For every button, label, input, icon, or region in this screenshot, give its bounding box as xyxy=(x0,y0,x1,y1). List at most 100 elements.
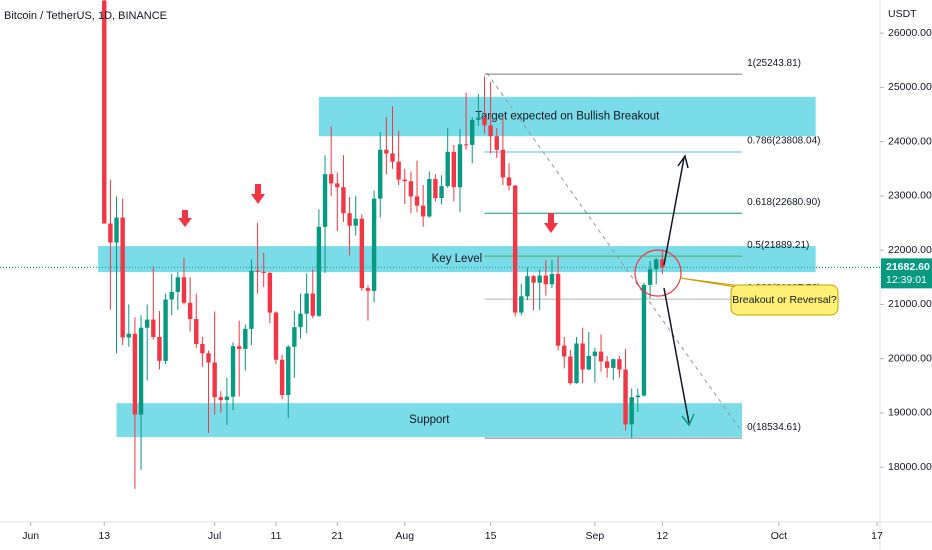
y-tick-label: 21000.00 xyxy=(888,298,932,310)
candle-body xyxy=(157,336,162,361)
candle-body xyxy=(623,369,628,425)
candle-body xyxy=(420,205,426,217)
candle-body xyxy=(102,0,107,224)
axes: 18000.00 19000.00 20000.00 21000.00 22000.00… xyxy=(0,27,932,542)
candle-body xyxy=(194,319,199,345)
candle-body xyxy=(218,397,223,400)
x-tick-label: 13 xyxy=(98,530,110,542)
candle-body xyxy=(463,144,469,146)
callout-text: Breakout or Reversal? xyxy=(732,294,837,306)
candle-body xyxy=(384,149,389,154)
candle-body xyxy=(519,296,524,313)
candle-body xyxy=(273,312,279,360)
candle-body xyxy=(126,333,131,338)
candle-body xyxy=(341,187,346,214)
candle-body xyxy=(310,293,315,316)
candle-body xyxy=(408,181,414,197)
candle-body xyxy=(132,333,138,415)
candle-body xyxy=(151,319,156,337)
candle-body xyxy=(206,353,211,363)
zone-label: Support xyxy=(409,414,450,426)
candle-body xyxy=(298,313,303,328)
y-tick-label: 24000.00 xyxy=(888,135,932,147)
candle-body xyxy=(359,218,365,289)
candle-body xyxy=(255,270,260,272)
highlight-circle xyxy=(634,249,682,297)
candle-body xyxy=(476,117,481,120)
candle-body xyxy=(402,179,407,182)
candle-body xyxy=(187,302,193,320)
candle-body xyxy=(261,271,266,273)
x-tick-label: Jun xyxy=(22,530,39,542)
x-tick-label: 21 xyxy=(331,530,343,542)
fib-label: 0.618(22680.90) xyxy=(747,197,820,208)
candle-body xyxy=(267,272,273,313)
candle-body xyxy=(322,174,328,227)
annotations: Breakout or Reversal? xyxy=(178,154,839,427)
candle-body xyxy=(439,186,444,199)
candle-body xyxy=(353,218,358,226)
candle-body xyxy=(335,183,340,188)
candle-body xyxy=(445,151,450,187)
candle-body xyxy=(647,269,653,285)
zone-label: Target expected on Bullish Breakout xyxy=(475,111,660,123)
candle-body xyxy=(144,319,150,328)
candle-body xyxy=(224,396,230,400)
candle-body xyxy=(390,153,395,162)
candle-body xyxy=(488,125,493,137)
x-tick-label: Aug xyxy=(395,530,414,542)
candle-body xyxy=(611,359,616,368)
candle-body xyxy=(451,151,457,188)
candle-body xyxy=(555,274,561,346)
x-tick-label: 15 xyxy=(485,530,497,542)
candle-body xyxy=(175,277,181,292)
candle-body xyxy=(236,346,242,349)
candle-body xyxy=(629,397,634,425)
candle-body xyxy=(365,288,371,291)
fib-label: 1(25243.81) xyxy=(747,58,801,69)
callout-box xyxy=(730,284,839,316)
candle-body xyxy=(279,359,285,396)
down-arrow xyxy=(544,213,558,233)
candle-body xyxy=(617,359,622,370)
up-arrow xyxy=(663,157,685,266)
candle-body xyxy=(531,276,536,283)
candle-body xyxy=(378,149,383,199)
candle-body xyxy=(525,276,530,297)
candle-body xyxy=(212,362,217,398)
countdown: 12:39:01 xyxy=(886,274,927,286)
down-arrow-line xyxy=(663,287,690,424)
candle-body xyxy=(304,293,309,314)
y-tick-label: 20000.00 xyxy=(888,352,932,364)
x-tick-label: Oct xyxy=(771,530,787,542)
up-arrowhead xyxy=(677,154,689,169)
candle-body xyxy=(660,259,665,268)
y-tick-label: 23000.00 xyxy=(888,190,932,202)
x-tick-label: Jul xyxy=(208,530,221,542)
candle-body xyxy=(433,179,438,199)
candle-body xyxy=(138,327,144,415)
trend-line xyxy=(486,72,743,433)
y-axis-label: USDT xyxy=(888,8,917,20)
candle-body xyxy=(592,351,598,356)
candle-body xyxy=(568,356,573,384)
candle-body xyxy=(243,328,248,349)
candle-body xyxy=(470,119,475,145)
candle-body xyxy=(396,161,401,180)
candle-body xyxy=(347,213,352,226)
candle-body xyxy=(574,343,579,384)
y-tick-label: 19000.00 xyxy=(888,407,932,419)
candle-body xyxy=(120,217,125,338)
candle-body xyxy=(562,345,567,357)
candle-body xyxy=(169,291,174,300)
x-tick-label: 17 xyxy=(871,530,883,542)
candle-body xyxy=(586,355,591,370)
candle-body xyxy=(328,174,334,184)
fib-label: 0(18534.61) xyxy=(747,422,801,433)
candle-body xyxy=(482,117,487,126)
candle-body xyxy=(249,270,254,329)
candle-body xyxy=(163,299,168,361)
chart-title: Bitcoin / TetherUS, 1D, BINANCE xyxy=(4,10,167,22)
y-tick-label: 18000.00 xyxy=(888,461,932,473)
